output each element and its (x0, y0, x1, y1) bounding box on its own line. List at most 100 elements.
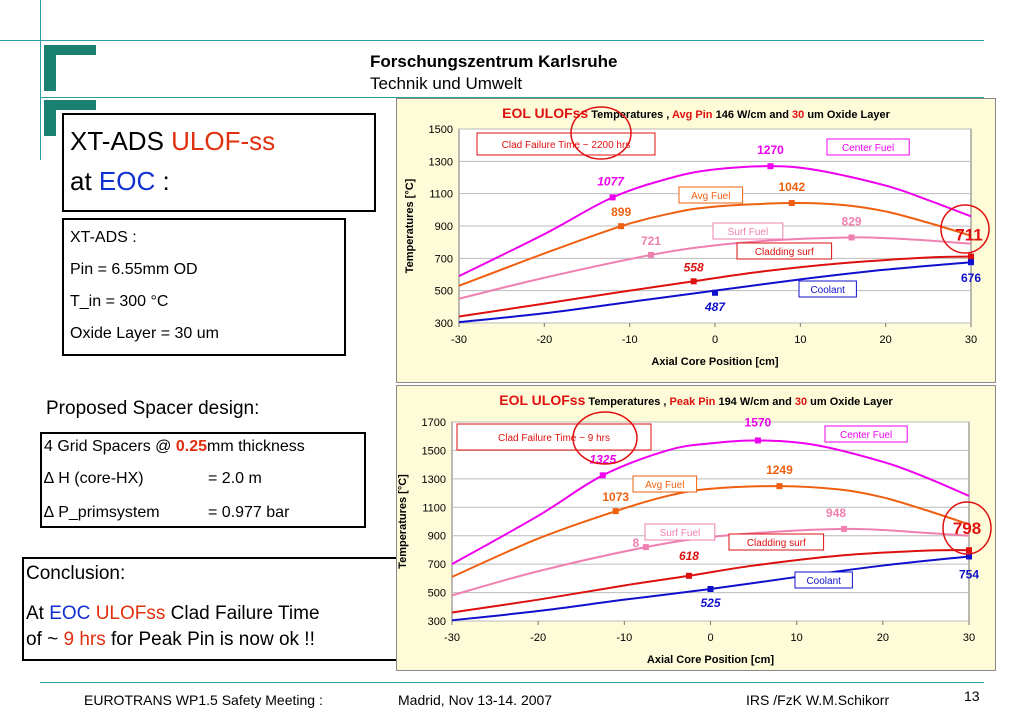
data-label: 1249 (766, 463, 793, 477)
legend-label: Avg Fuel (645, 480, 684, 491)
legend-box (712, 222, 784, 240)
legend-box (736, 242, 833, 260)
legend-box (824, 425, 908, 443)
logo-bar-bottom-horizontal (44, 100, 96, 110)
y-tick-label: 900 (428, 531, 446, 543)
x-tick-label: 30 (965, 334, 977, 346)
highlight-circle (570, 106, 632, 160)
chart-title-part: um Oxide Layer (807, 396, 893, 408)
top-divider-line (0, 40, 984, 41)
x-tick-label: -30 (451, 334, 467, 346)
legend-label: Surf Fuel (728, 227, 769, 238)
param-line: XT-ADS : (70, 229, 137, 246)
data-point-marker (848, 234, 855, 241)
highlight-circle (940, 204, 990, 254)
highlight-circle (572, 411, 638, 465)
legend-label: Cladding surf (755, 247, 814, 258)
data-point-marker (754, 437, 761, 444)
data-point-marker (707, 586, 714, 593)
data-label: 487 (704, 300, 726, 314)
data-label: 1570 (745, 415, 772, 429)
legend-label: Center Fuel (840, 430, 892, 441)
data-point-marker (788, 200, 795, 207)
data-label: 754 (959, 567, 979, 581)
data-point-marker (642, 544, 649, 551)
data-point-marker (685, 572, 692, 579)
data-point-marker (612, 508, 619, 515)
legend-label: Coolant (810, 285, 845, 296)
data-point-marker (841, 525, 848, 532)
data-point-marker (712, 289, 718, 296)
chart-title-part: EOL ULOFss (499, 392, 585, 408)
slide-title-line1: XT-ADS ULOF-ss (70, 126, 276, 156)
series-line-avg-fuel (458, 201, 972, 287)
data-point-marker (690, 278, 697, 285)
spacer-row-grid: 4 Grid Spacers @ 0.25mm thickness (44, 438, 305, 455)
x-tick-label: 10 (791, 632, 803, 644)
data-label: 899 (611, 205, 631, 219)
data-label: 558 (684, 260, 704, 274)
y-tick-label: 1300 (429, 156, 453, 168)
data-label: 1073 (602, 490, 629, 504)
y-tick-label: 1300 (422, 474, 446, 486)
spacer-row-dh-value: = 2.0 m (208, 470, 262, 487)
legend-box (728, 533, 825, 551)
series-line-surf-fuel (451, 527, 970, 597)
conclusion-heading: Conclusion: (26, 563, 126, 584)
y-tick-label: 1100 (422, 502, 446, 514)
spacer-box: 4 Grid Spacers @ 0.25mm thickness ∆ H (c… (40, 432, 366, 528)
param-line: Oxide Layer = 30 um (70, 325, 219, 342)
legend-box (678, 186, 744, 204)
data-point-marker (776, 483, 783, 490)
chart-title-part: EOL ULOFss (502, 105, 588, 121)
x-tick-label: 0 (707, 632, 713, 644)
chart-title-part: 30 (795, 396, 807, 408)
data-label: 618 (679, 549, 699, 563)
x-axis-label: Axial Core Position [cm] (647, 654, 774, 666)
x-tick-label: 0 (712, 334, 718, 346)
data-point-marker (599, 472, 606, 479)
y-tick-label: 500 (435, 286, 453, 298)
series-line-center-fuel (458, 165, 972, 278)
header-sub: Technik und Umwelt (370, 74, 523, 93)
legend-label: Cladding surf (747, 538, 806, 549)
logo-bar-top-horizontal (44, 45, 96, 55)
left-vertical-line (40, 0, 41, 160)
chart-title-part: 30 (792, 109, 804, 121)
legend-label: Coolant (806, 576, 841, 587)
legend-box (644, 523, 716, 541)
data-label: 721 (641, 234, 661, 248)
legend-label: Surf Fuel (660, 528, 701, 539)
header-org: Forschungszentrum Karlsruhe (370, 52, 618, 71)
data-label: 8 (633, 536, 640, 550)
conclusion-line3: of ~ 9 hrs for Peak Pin is now ok !! (26, 629, 315, 650)
chart-title-part: Peak Pin (670, 396, 716, 408)
chart-title-part: Temperatures , (588, 109, 672, 121)
clad-failure-annotation-box (476, 132, 656, 156)
series-line-cladding-surf (458, 255, 972, 318)
x-tick-label: -30 (444, 632, 460, 644)
clad-failure-annotation: Clad Failure Time ~ 2200 hrs (502, 140, 631, 151)
x-tick-label: 10 (794, 334, 806, 346)
footer-meeting: EUROTRANS WP1.5 Safety Meeting : (84, 692, 323, 708)
data-point-marker (609, 194, 616, 201)
x-tick-label: 20 (877, 632, 889, 644)
y-tick-label: 1700 (422, 417, 446, 429)
x-tick-label: -20 (530, 632, 546, 644)
data-label: 525 (700, 596, 720, 610)
data-label: 1042 (778, 180, 805, 194)
footer-divider-line (40, 682, 984, 683)
x-tick-label: -20 (536, 334, 552, 346)
header-divider-line (40, 97, 984, 98)
y-tick-label: 700 (435, 253, 453, 265)
y-tick-label: 1500 (422, 445, 446, 457)
data-label: 829 (842, 214, 862, 228)
highlight-circle (942, 501, 992, 555)
series-line-avg-fuel (451, 485, 970, 578)
y-axis-label: Temperatures [°C] (404, 178, 416, 273)
spacer-row-dp: ∆ P_primsystem (44, 504, 160, 521)
legend-label: Center Fuel (842, 143, 894, 154)
chart-title: EOL ULOFss Temperatures , Avg Pin 146 W/… (502, 105, 890, 121)
data-label: 948 (826, 506, 846, 520)
x-tick-label: -10 (622, 334, 638, 346)
